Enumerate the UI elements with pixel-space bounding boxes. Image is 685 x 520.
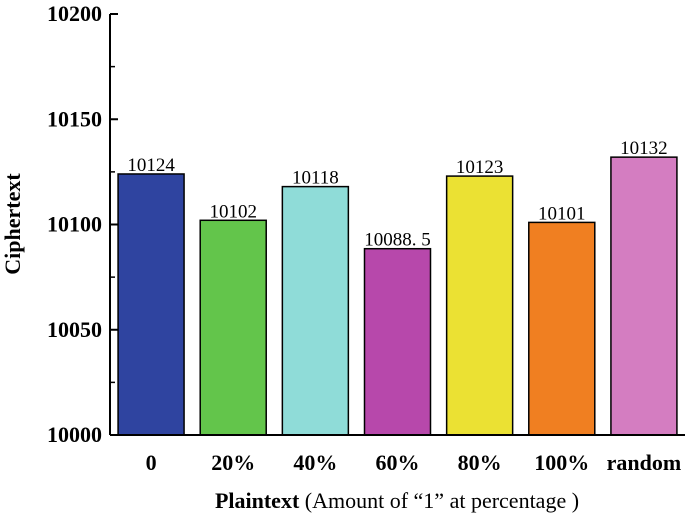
bar-60pct xyxy=(363,247,432,436)
bar-value-label: 10088. 5 xyxy=(364,230,431,251)
y-ticks-group: 10000 10050 10100 10150 10200 xyxy=(47,1,118,447)
x-tick-label: 40% xyxy=(293,450,337,475)
y-axis-label: Ciphertext xyxy=(0,173,25,275)
x-ticks-group: 0 20% 40% 60% 80% 100% random xyxy=(146,450,682,475)
bar-random xyxy=(610,156,678,436)
bar-40pct xyxy=(281,185,350,436)
x-tick-label: 0 xyxy=(146,450,157,475)
x-tick-label: random xyxy=(607,450,682,475)
x-axis-label-rest: (Amount of “1” at percentage ) xyxy=(299,488,579,513)
bar-0 xyxy=(117,173,185,436)
bar-value-label: 10101 xyxy=(538,203,586,224)
x-tick-label: 80% xyxy=(458,450,502,475)
x-tick-label: 60% xyxy=(376,450,420,475)
y-tick-label: 10050 xyxy=(47,317,102,342)
y-tick-label: 10000 xyxy=(47,422,102,447)
bar-value-label: 10123 xyxy=(456,157,504,178)
y-tick-label: 10200 xyxy=(47,1,102,26)
x-axis-label: Plaintext (Amount of “1” at percentage ) xyxy=(215,488,579,513)
value-labels-group: 10124 10102 10118 10088. 5 10123 10101 10132 xyxy=(127,138,667,251)
x-axis-label-bold: Plaintext xyxy=(215,488,300,513)
bar-100pct xyxy=(528,221,596,436)
bar-value-label: 10102 xyxy=(209,201,257,222)
y-tick-label: 10150 xyxy=(47,106,102,131)
bar-80pct xyxy=(445,175,514,436)
x-tick-label: 100% xyxy=(534,450,589,475)
x-tick-label: 20% xyxy=(211,450,255,475)
y-tick-label: 10100 xyxy=(47,212,102,237)
bar-value-label: 10124 xyxy=(127,155,175,176)
bar-value-label: 10118 xyxy=(292,168,339,189)
bar-value-label: 10132 xyxy=(620,138,668,159)
bars-group xyxy=(117,156,678,436)
bar-20pct xyxy=(199,219,267,436)
